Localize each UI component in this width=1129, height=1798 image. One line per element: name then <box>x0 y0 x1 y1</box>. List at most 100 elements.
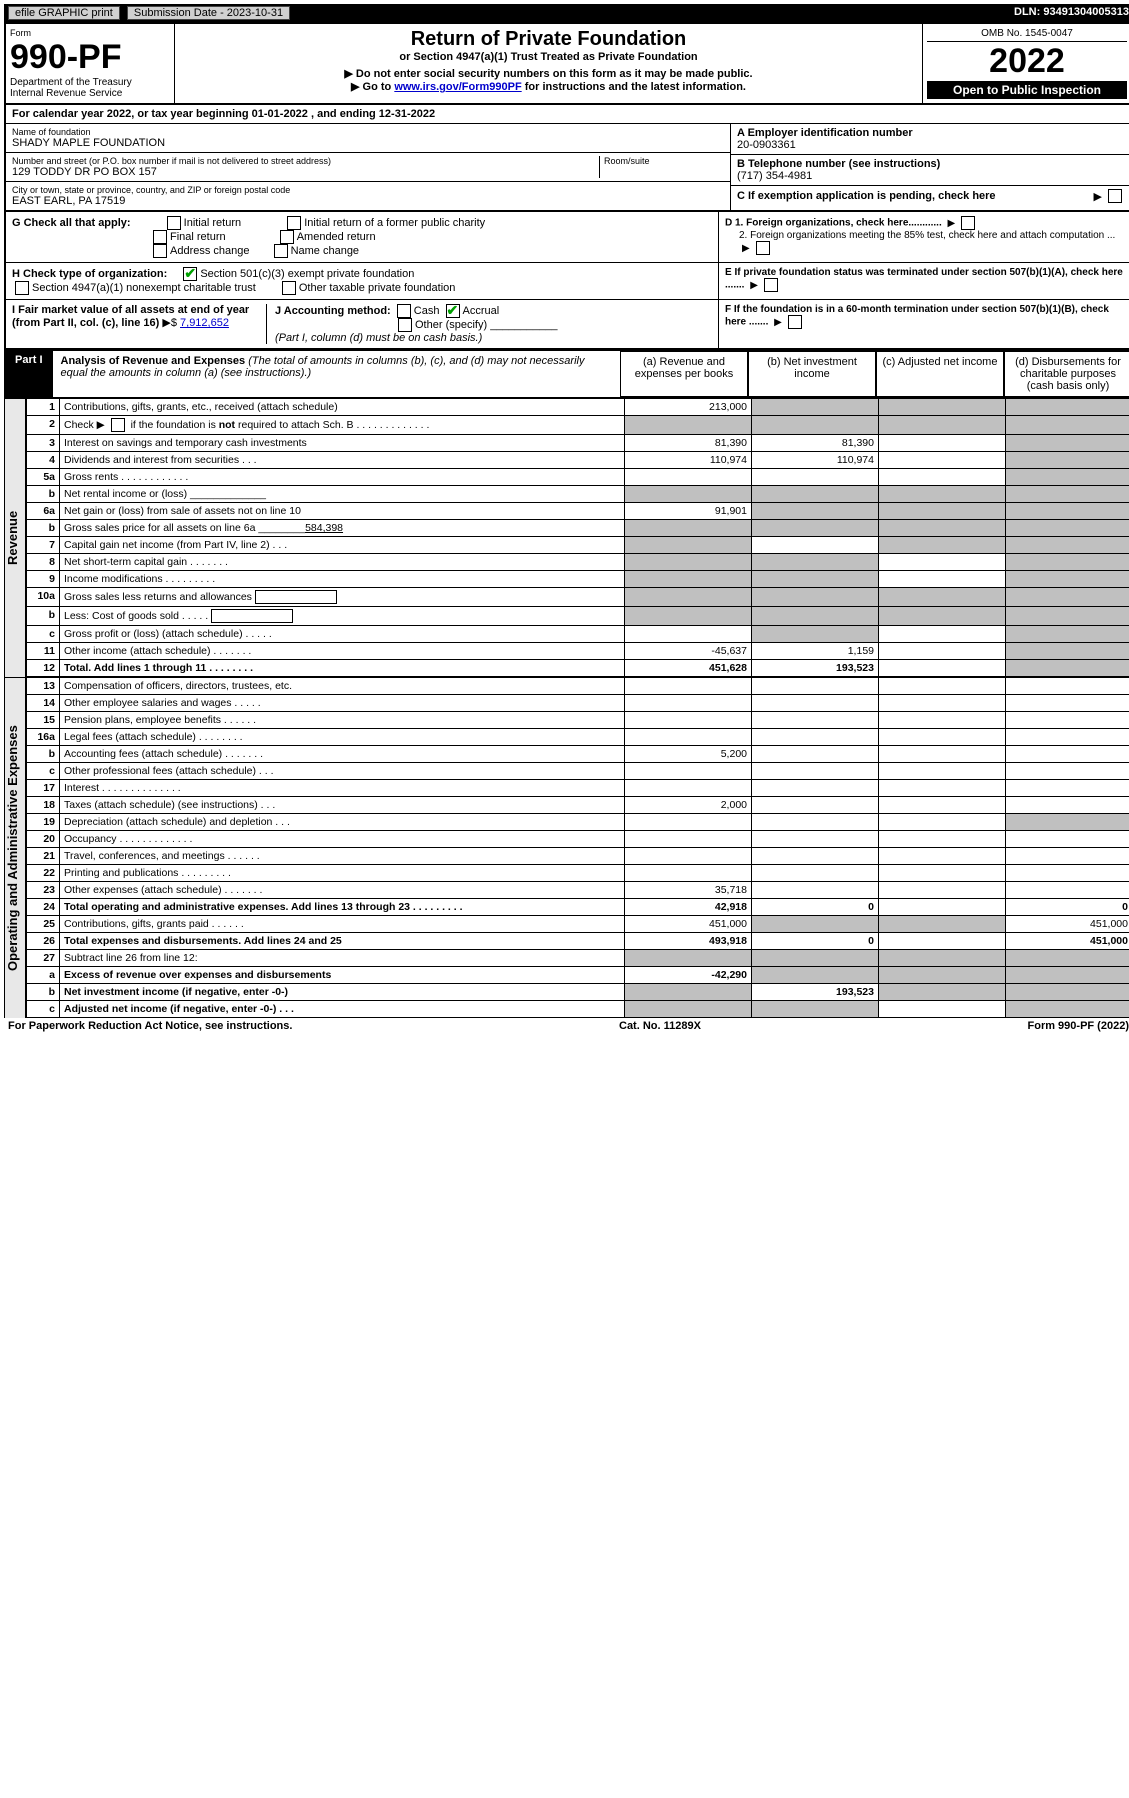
table-row: 21Travel, conferences, and meetings . . … <box>27 848 1129 865</box>
j-label: J Accounting method: <box>275 305 391 317</box>
e-label: E If private foundation status was termi… <box>725 267 1123 291</box>
dept-2: Internal Revenue Service <box>10 88 170 99</box>
e-checkbox[interactable] <box>764 278 778 292</box>
page-footer: For Paperwork Reduction Act Notice, see … <box>4 1018 1129 1034</box>
note-1: ▶ Do not enter social security numbers o… <box>183 67 914 80</box>
omb-number: OMB No. 1545-0047 <box>927 28 1127 42</box>
h-o2: Section 4947(a)(1) nonexempt charitable … <box>32 282 256 294</box>
j-accrual: Accrual <box>463 305 500 317</box>
open-inspection: Open to Public Inspection <box>927 81 1127 99</box>
address-change-chk[interactable] <box>153 244 167 258</box>
other-method-chk[interactable] <box>398 318 412 332</box>
c-checkbox[interactable] <box>1108 189 1122 203</box>
form-subtitle: or Section 4947(a)(1) Trust Treated as P… <box>183 51 914 63</box>
h-label: H Check type of organization: <box>12 268 167 280</box>
submission-date-button[interactable]: Submission Date - 2023-10-31 <box>127 6 290 20</box>
expenses-label: Operating and Administrative Expenses <box>4 677 26 1018</box>
g-opt-2: Address change <box>170 245 250 257</box>
form-title: Return of Private Foundation <box>183 28 914 51</box>
d1-checkbox[interactable] <box>961 216 975 230</box>
col-d-header: (d) Disbursements for charitable purpose… <box>1004 351 1129 397</box>
form-label: Form <box>10 28 170 38</box>
table-row: 11Other income (attach schedule) . . . .… <box>27 643 1129 660</box>
table-row: 3Interest on savings and temporary cash … <box>27 435 1129 452</box>
g-opt-3: Initial return of a former public charit… <box>304 217 485 229</box>
pra-notice: For Paperwork Reduction Act Notice, see … <box>8 1020 292 1032</box>
4947-chk[interactable] <box>15 281 29 295</box>
cash-chk[interactable] <box>397 304 411 318</box>
table-row: 15Pension plans, employee benefits . . .… <box>27 712 1129 729</box>
col-a-header: (a) Revenue and expenses per books <box>620 351 748 397</box>
j-note: (Part I, column (d) must be on cash basi… <box>275 332 482 344</box>
foundation-name: SHADY MAPLE FOUNDATION <box>12 137 724 149</box>
analysis-table-wrap: Revenue 1Contributions, gifts, grants, e… <box>4 398 1129 677</box>
name-label: Name of foundation <box>12 127 724 137</box>
other-taxable-chk[interactable] <box>282 281 296 295</box>
table-row: 19Depreciation (attach schedule) and dep… <box>27 814 1129 831</box>
revenue-table: 1Contributions, gifts, grants, etc., rec… <box>26 398 1129 677</box>
city-label: City or town, state or province, country… <box>12 185 724 195</box>
d2-checkbox[interactable] <box>756 241 770 255</box>
initial-former-chk[interactable] <box>287 216 301 230</box>
j-cash: Cash <box>414 305 440 317</box>
table-row: 17Interest . . . . . . . . . . . . . . <box>27 780 1129 797</box>
table-row: aExcess of revenue over expenses and dis… <box>27 967 1129 984</box>
phone-value: (717) 354-4981 <box>737 170 1125 182</box>
f-checkbox[interactable] <box>788 315 802 329</box>
name-change-chk[interactable] <box>274 244 288 258</box>
g-label: G Check all that apply: <box>12 217 131 229</box>
dln-text: DLN: 93491304005313 <box>1014 6 1129 20</box>
table-row: 22Printing and publications . . . . . . … <box>27 865 1129 882</box>
initial-return-chk[interactable] <box>167 216 181 230</box>
schb-chk[interactable] <box>111 418 125 432</box>
amended-return-chk[interactable] <box>280 230 294 244</box>
section-ijf: I Fair market value of all assets at end… <box>4 300 1129 350</box>
table-row: 14Other employee salaries and wages . . … <box>27 695 1129 712</box>
form-ref: Form 990-PF (2022) <box>1028 1020 1129 1032</box>
tax-year: 2022 <box>927 42 1127 81</box>
d2-label: 2. Foreign organizations meeting the 85%… <box>739 230 1115 241</box>
table-row: bGross sales price for all assets on lin… <box>27 520 1129 537</box>
col-c-header: (c) Adjusted net income <box>876 351 1004 397</box>
part1-header-row: Part I Analysis of Revenue and Expenses … <box>4 350 1129 398</box>
table-row: cOther professional fees (attach schedul… <box>27 763 1129 780</box>
g-opt-1: Final return <box>170 231 226 243</box>
ein-value: 20-0903361 <box>737 139 1125 151</box>
line6a-sales: 584,398 <box>305 522 343 534</box>
instructions-link[interactable]: www.irs.gov/Form990PF <box>394 81 521 93</box>
note-2-pre: ▶ Go to <box>351 81 394 93</box>
fmv-value[interactable]: 7,912,652 <box>180 317 229 329</box>
table-row: bLess: Cost of goods sold . . . . . <box>27 607 1129 626</box>
table-row: cAdjusted net income (if negative, enter… <box>27 1001 1129 1018</box>
table-row: 5aGross rents . . . . . . . . . . . . <box>27 469 1129 486</box>
part1-title: Analysis of Revenue and Expenses <box>61 355 246 367</box>
table-row: 24Total operating and administrative exp… <box>27 899 1129 916</box>
cat-number: Cat. No. 11289X <box>619 1020 701 1032</box>
efile-button[interactable]: efile GRAPHIC print <box>8 6 120 20</box>
final-return-chk[interactable] <box>153 230 167 244</box>
expenses-table: 13Compensation of officers, directors, t… <box>26 677 1129 1018</box>
revenue-label: Revenue <box>4 398 26 677</box>
d1-label: D 1. Foreign organizations, check here..… <box>725 218 942 229</box>
table-row: 12Total. Add lines 1 through 11 . . . . … <box>27 660 1129 677</box>
ein-label: A Employer identification number <box>737 127 1125 139</box>
table-row: 20Occupancy . . . . . . . . . . . . . <box>27 831 1129 848</box>
table-row: bAccounting fees (attach schedule) . . .… <box>27 746 1129 763</box>
table-row: bNet investment income (if negative, ent… <box>27 984 1129 1001</box>
street-address: 129 TODDY DR PO BOX 157 <box>12 166 599 178</box>
table-row: 25Contributions, gifts, grants paid . . … <box>27 916 1129 933</box>
g-opt-4: Amended return <box>297 231 376 243</box>
table-row: 9Income modifications . . . . . . . . . <box>27 571 1129 588</box>
501c3-chk[interactable] <box>183 267 197 281</box>
accrual-chk[interactable] <box>446 304 460 318</box>
phone-label: B Telephone number (see instructions) <box>737 158 1125 170</box>
top-bar: efile GRAPHIC print Submission Date - 20… <box>4 4 1129 22</box>
table-row: 10aGross sales less returns and allowanc… <box>27 588 1129 607</box>
form-number: 990-PF <box>10 38 170 77</box>
dept-1: Department of the Treasury <box>10 77 170 88</box>
h-o3: Other taxable private foundation <box>299 282 456 294</box>
table-row: 26Total expenses and disbursements. Add … <box>27 933 1129 950</box>
table-row: 16aLegal fees (attach schedule) . . . . … <box>27 729 1129 746</box>
city-state-zip: EAST EARL, PA 17519 <box>12 195 724 207</box>
table-row: 4Dividends and interest from securities … <box>27 452 1129 469</box>
